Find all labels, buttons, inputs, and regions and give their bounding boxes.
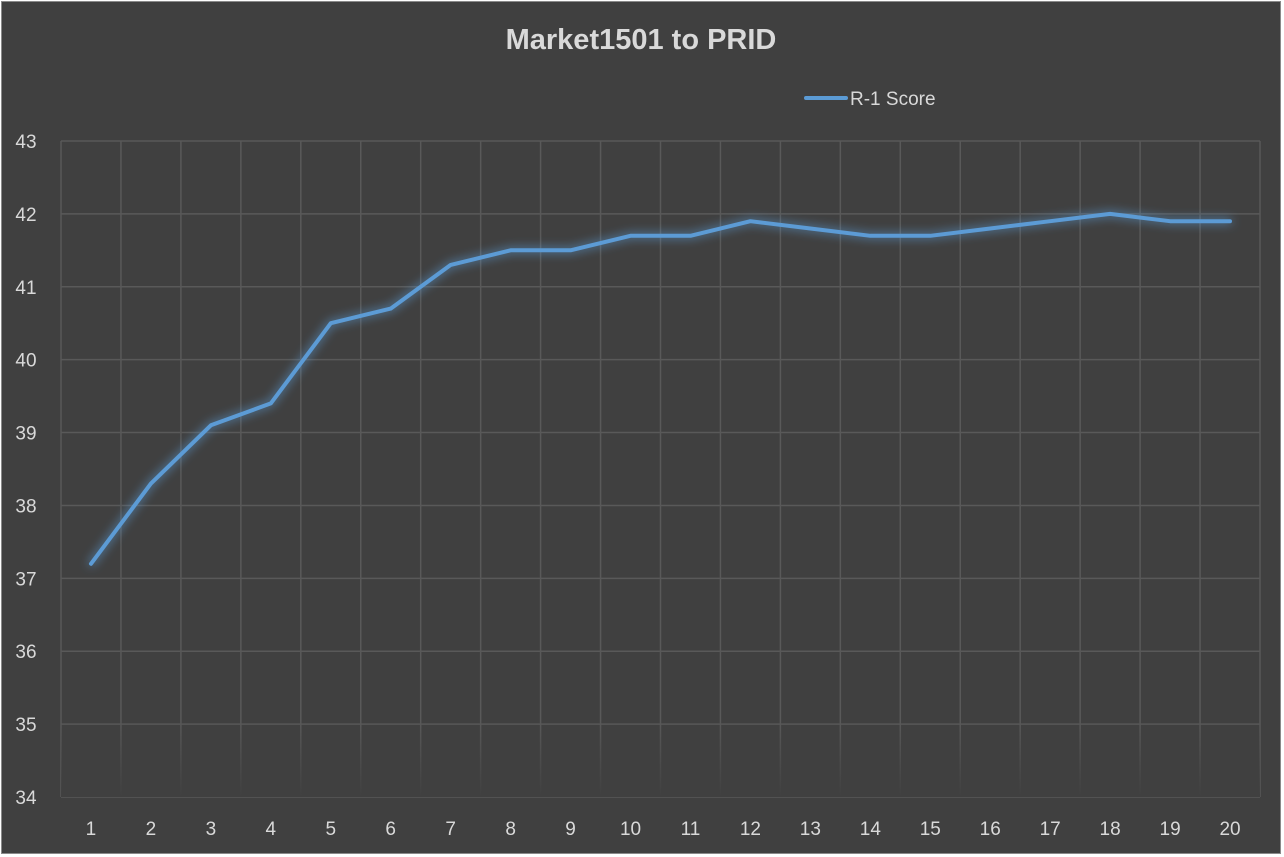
series-group: [89, 211, 1232, 566]
x-tick-label: 1: [86, 819, 97, 840]
x-tick-label: 15: [920, 819, 941, 840]
x-tick-label: 12: [740, 819, 761, 840]
x-tick-label: 17: [1040, 819, 1061, 840]
x-axis: 1 2 3 4 5 6 7 8 9 10 11 12 13 14 15 16 17 18 19 20: [86, 819, 1241, 840]
x-tick-label: 14: [860, 819, 882, 840]
chart-title: Market1501 to PRID: [506, 24, 777, 56]
y-tick-label: 38: [15, 496, 36, 517]
x-tick-label: 11: [681, 819, 701, 840]
x-tick-label: 6: [385, 819, 396, 840]
x-tick-label: 20: [1219, 819, 1240, 840]
y-tick-label: 34: [15, 788, 37, 809]
gridlines: [60, 140, 1261, 798]
y-tick-label: 43: [15, 132, 36, 153]
y-axis: 34 35 36 37 38 39 40 41 42 43: [15, 132, 37, 809]
x-tick-label: 10: [620, 819, 641, 840]
x-tick-label: 3: [206, 819, 217, 840]
x-tick-label: 7: [445, 819, 456, 840]
x-tick-label: 2: [146, 819, 157, 840]
legend-label: R-1 Score: [850, 89, 936, 110]
x-tick-label: 18: [1100, 819, 1121, 840]
x-tick-label: 16: [980, 819, 1001, 840]
y-tick-label: 42: [15, 205, 36, 226]
series-line-r1-score: [89, 211, 1232, 566]
legend: R-1 Score: [804, 89, 936, 110]
x-tick-label: 4: [266, 819, 277, 840]
y-tick-label: 36: [15, 642, 36, 663]
x-tick-label: 8: [505, 819, 516, 840]
x-tick-label: 9: [565, 819, 576, 840]
plot-bottom-fade: [61, 720, 1260, 797]
y-tick-label: 41: [15, 278, 36, 299]
x-tick-label: 5: [325, 819, 336, 840]
y-tick-label: 40: [15, 351, 36, 372]
x-tick-label: 19: [1160, 819, 1181, 840]
y-tick-label: 37: [15, 569, 36, 590]
y-tick-label: 39: [15, 424, 36, 445]
y-tick-label: 35: [15, 715, 36, 736]
x-tick-label: 13: [800, 819, 821, 840]
